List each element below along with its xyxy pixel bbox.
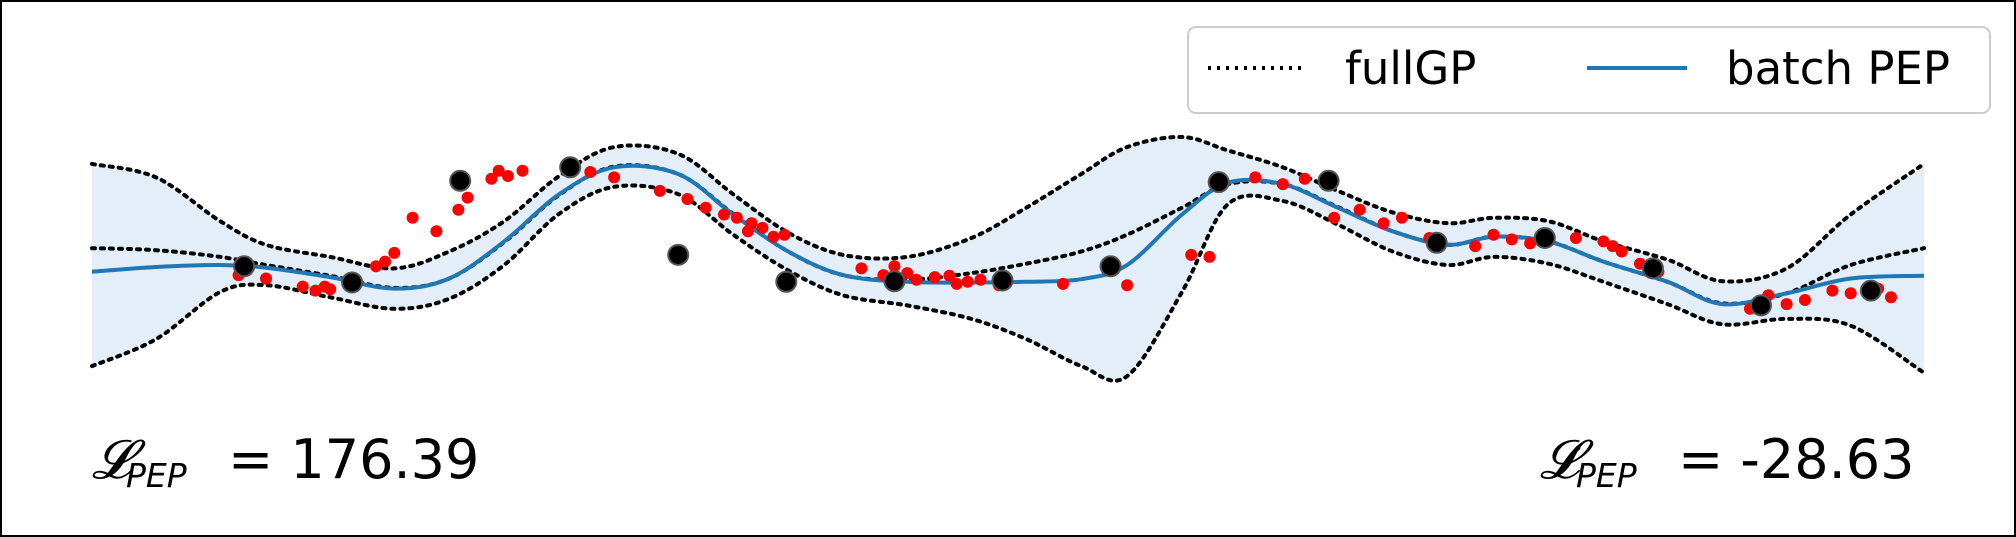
- observation-point: [1569, 232, 1582, 244]
- observation-point: [928, 271, 941, 284]
- observation-point: [324, 283, 337, 296]
- observation-point: [730, 211, 743, 224]
- observation-point: [370, 260, 382, 273]
- fullgp-lower-bound-line: [90, 183, 1926, 383]
- observation-point: [778, 228, 791, 241]
- observation-point: [1377, 217, 1390, 230]
- observation-point: [608, 171, 621, 184]
- inducing-point: [775, 270, 798, 293]
- observation-point: [452, 203, 465, 216]
- observation-point: [309, 284, 322, 297]
- inducing-point: [1207, 171, 1230, 194]
- legend-fullgp-label: fullGP: [1345, 42, 1476, 95]
- observation-point: [296, 280, 309, 293]
- observation-point: [1395, 211, 1408, 224]
- observation-point: [653, 184, 666, 197]
- inducing-point: [1099, 255, 1122, 278]
- inducing-point: [991, 269, 1014, 292]
- observation-point: [1798, 294, 1811, 306]
- inducing-point: [1750, 294, 1772, 317]
- observation-point: [1249, 171, 1262, 184]
- inducing-point: [1425, 231, 1448, 254]
- inducing-point: [1533, 227, 1556, 249]
- observation-point: [1597, 235, 1610, 248]
- observation-point: [1328, 211, 1341, 224]
- observation-point: [961, 275, 974, 288]
- observation-point: [1276, 178, 1289, 191]
- observation-point: [901, 267, 914, 280]
- observation-point: [584, 166, 597, 178]
- inducing-point: [449, 169, 472, 192]
- observation-point: [1487, 228, 1500, 241]
- observation-points: [232, 161, 1897, 315]
- observation-point: [1826, 284, 1839, 297]
- inducing-point: [883, 270, 906, 293]
- plot-area: [90, 134, 1926, 383]
- observation-point: [943, 269, 956, 282]
- observation-point: [1353, 203, 1366, 216]
- observation-point: [485, 172, 498, 185]
- observation-point: [501, 170, 514, 182]
- observation-point: [1203, 250, 1216, 263]
- observation-point: [756, 221, 769, 234]
- annotation-right-subscript: PEP: [1576, 456, 1637, 495]
- observation-point: [681, 193, 694, 205]
- observation-point: [1469, 240, 1482, 253]
- observation-point: [718, 208, 730, 221]
- observation-point: [699, 201, 712, 214]
- annotation-right-value: = -28.63: [1678, 428, 1915, 491]
- observation-point: [1185, 248, 1198, 261]
- inducing-point: [1859, 279, 1882, 302]
- inducing-points: [233, 156, 1882, 317]
- observation-point: [974, 273, 987, 286]
- observation-point: [379, 255, 392, 268]
- inducing-point: [233, 255, 256, 278]
- observation-point: [1121, 279, 1134, 292]
- observation-point: [1057, 277, 1069, 290]
- observation-point: [1298, 172, 1311, 185]
- annotation-left: 𝓛 PEP = 176.39: [92, 428, 479, 495]
- observation-point: [950, 277, 963, 290]
- observation-point: [1885, 291, 1897, 304]
- observation-point: [1844, 287, 1857, 300]
- batch-pep-uncertainty-band: [92, 136, 1924, 381]
- inducing-point: [667, 243, 690, 266]
- observation-point: [910, 273, 923, 286]
- observation-point: [492, 164, 505, 177]
- observation-point: [1615, 245, 1628, 258]
- annotation-left-value: = 176.39: [228, 428, 479, 491]
- observation-point: [260, 272, 272, 285]
- inducing-point: [341, 271, 364, 294]
- observation-point: [888, 260, 901, 273]
- annotation-left-subscript: PEP: [126, 456, 187, 495]
- observation-point: [406, 211, 419, 224]
- observation-point: [1606, 240, 1619, 253]
- inducing-point: [1317, 169, 1340, 192]
- inducing-point: [1641, 257, 1664, 280]
- inducing-point: [559, 156, 582, 179]
- observation-point: [767, 230, 780, 243]
- observation-point: [516, 164, 529, 177]
- legend-batch-pep-label: batch PEP: [1726, 42, 1950, 95]
- observation-point: [855, 262, 868, 275]
- observation-point: [430, 225, 443, 238]
- observation-point: [1780, 298, 1793, 311]
- observation-point: [1524, 237, 1537, 250]
- observation-point: [388, 246, 401, 259]
- legend: fullGP batch PEP: [1187, 26, 1991, 114]
- observation-point: [745, 217, 758, 230]
- observation-point: [461, 191, 474, 204]
- observation-point: [1505, 233, 1518, 246]
